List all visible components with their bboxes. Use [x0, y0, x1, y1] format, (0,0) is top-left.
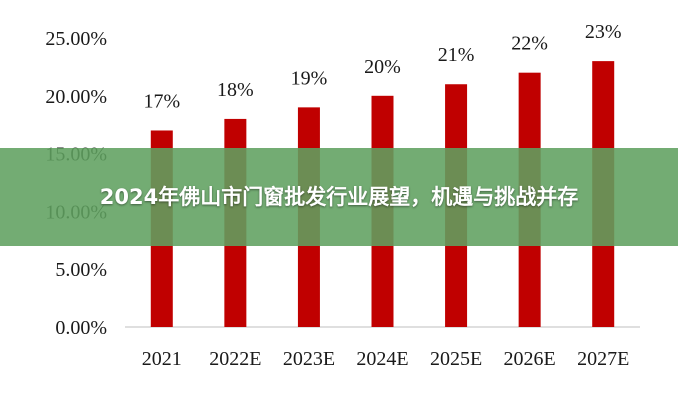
data-label-2025E: 21%	[438, 44, 475, 66]
data-label-2024E: 20%	[364, 56, 401, 78]
data-label-2021: 17%	[143, 90, 180, 112]
x-tick-label: 2023E	[283, 348, 335, 370]
y-tick-label: 20.00%	[45, 86, 107, 108]
data-label-2023E: 19%	[291, 67, 328, 89]
x-tick-label: 2025E	[430, 348, 482, 370]
x-tick-label: 2026E	[504, 348, 556, 370]
x-tick-label: 2022E	[209, 348, 261, 370]
data-label-2026E: 22%	[511, 33, 548, 55]
x-tick-label: 2024E	[356, 348, 408, 370]
y-tick-label: 0.00%	[55, 317, 107, 339]
x-tick-label: 2027E	[577, 348, 629, 370]
x-tick-label: 2021	[142, 348, 182, 370]
data-labels-group: 17% 18% 19% 20% 21% 22% 23%	[143, 21, 621, 112]
y-tick-label: 25.00%	[45, 28, 107, 50]
data-label-2027E: 23%	[585, 21, 622, 43]
y-tick-label: 5.00%	[55, 259, 107, 281]
x-axis-ticks: 2021 2022E 2023E 2024E 2025E 2026E 2027E	[142, 348, 630, 370]
data-label-2022E: 18%	[217, 79, 254, 101]
title-banner: 2024年佛山市门窗批发行业展望，机遇与挑战并存	[0, 148, 678, 246]
banner-title: 2024年佛山市门窗批发行业展望，机遇与挑战并存	[99, 185, 579, 209]
